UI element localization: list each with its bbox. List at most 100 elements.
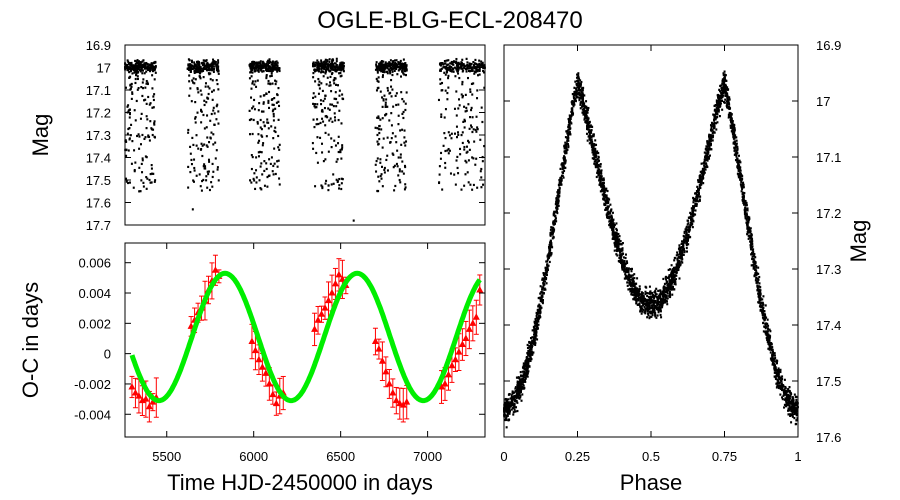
lightcurve-point: [374, 126, 377, 129]
lightcurve-point: [314, 185, 317, 188]
lightcurve-point: [139, 61, 142, 64]
lightcurve-point: [444, 161, 447, 165]
lightcurve-point: [147, 134, 150, 137]
lightcurve-point: [452, 67, 455, 70]
lightcurve-point: [257, 62, 260, 65]
phased-point: [739, 177, 742, 181]
lightcurve-point: [383, 64, 386, 68]
phased-point: [790, 405, 793, 408]
phased-point: [716, 121, 719, 124]
lightcurve-point: [130, 162, 133, 165]
lightcurve-point: [208, 64, 211, 67]
lightcurve-point: [129, 67, 132, 71]
lightcurve-point: [151, 74, 154, 77]
oc-ylabel: O-C in days: [18, 282, 43, 398]
lightcurve-point: [154, 66, 157, 69]
lightcurve-point: [145, 156, 148, 159]
lightcurve-point: [208, 188, 211, 192]
phased-point: [599, 180, 602, 183]
phased-point: [705, 152, 708, 155]
lightcurve-point: [143, 99, 146, 102]
lightcurve-point: [261, 64, 264, 67]
lightcurve-point: [440, 67, 443, 70]
phased-point: [508, 412, 511, 415]
phased-point: [723, 101, 726, 104]
phased-point: [658, 300, 661, 303]
lightcurve-point: [198, 173, 201, 176]
lightcurve-point: [473, 62, 476, 65]
lightcurve-point: [336, 180, 339, 184]
lightcurve-point: [478, 69, 481, 73]
lightcurve-point: [457, 65, 460, 68]
lightcurve-point: [189, 87, 192, 90]
lightcurve-point: [202, 62, 205, 66]
phased-point: [708, 154, 711, 157]
lightcurve-point: [140, 64, 143, 67]
phased-point: [550, 242, 553, 245]
lightcurve-point: [480, 60, 483, 63]
lightcurve-point: [389, 70, 392, 73]
phased-point: [560, 183, 563, 186]
lightcurve-point: [341, 97, 344, 100]
phased-point: [685, 228, 688, 232]
phased-point: [673, 288, 676, 291]
lightcurve-point: [141, 159, 144, 162]
phased-point: [784, 397, 787, 400]
lightcurve-point: [401, 97, 404, 101]
lightcurve-point: [328, 81, 331, 84]
phased-point: [702, 182, 705, 185]
lightcurve-point: [137, 67, 140, 71]
phased-point: [793, 393, 796, 396]
lightcurve-point: [388, 119, 391, 122]
phased-point: [669, 268, 672, 271]
lightcurve-point: [267, 67, 270, 70]
phased-point: [517, 376, 520, 379]
lightcurve-point: [151, 64, 154, 67]
lightcurve-point: [466, 63, 469, 67]
lightcurve-point: [321, 151, 324, 154]
lightcurve-point: [386, 105, 389, 108]
lightcurve-point: [145, 127, 148, 130]
lightcurve-point: [383, 71, 386, 74]
phased-point: [792, 409, 795, 413]
phased-point: [573, 90, 576, 94]
phased-point: [519, 371, 522, 374]
lightcurve-point: [384, 66, 387, 69]
phased-point: [627, 271, 630, 274]
phased-point: [529, 347, 532, 350]
phased-point: [592, 150, 595, 153]
lightcurve-point: [272, 103, 275, 107]
lightcurve-point: [275, 66, 278, 69]
lightcurve-point: [274, 130, 277, 134]
phased-point: [517, 396, 520, 399]
lightcurve-point: [215, 63, 218, 66]
lightcurve-point: [189, 152, 192, 155]
phased-point: [618, 251, 621, 254]
lightcurve-point: [259, 165, 262, 168]
lightcurve-point: [253, 66, 256, 69]
phased-point: [673, 259, 676, 262]
phased-point: [538, 316, 541, 319]
lightcurve-point: [271, 60, 274, 63]
phased-point: [524, 359, 527, 362]
oc-point: [248, 337, 256, 345]
phased-point: [676, 253, 679, 256]
phased-point: [674, 268, 677, 271]
lightcurve-point: [125, 180, 128, 183]
phased-point: [720, 91, 723, 95]
lightcurve-point: [268, 58, 271, 61]
lightcurve-point: [147, 135, 150, 138]
lightcurve-point: [258, 150, 261, 154]
lightcurve-point: [399, 61, 402, 64]
lightcurve-point: [335, 66, 338, 69]
phased-point: [691, 209, 694, 212]
phased-point: [663, 293, 666, 296]
phased-point: [774, 377, 777, 381]
lightcurve-point: [249, 133, 252, 136]
lightcurve-point: [450, 132, 453, 135]
lightcurve-point: [199, 89, 202, 92]
lightcurve-point: [136, 64, 139, 67]
phased-point: [746, 233, 749, 236]
phased-point: [542, 292, 545, 295]
